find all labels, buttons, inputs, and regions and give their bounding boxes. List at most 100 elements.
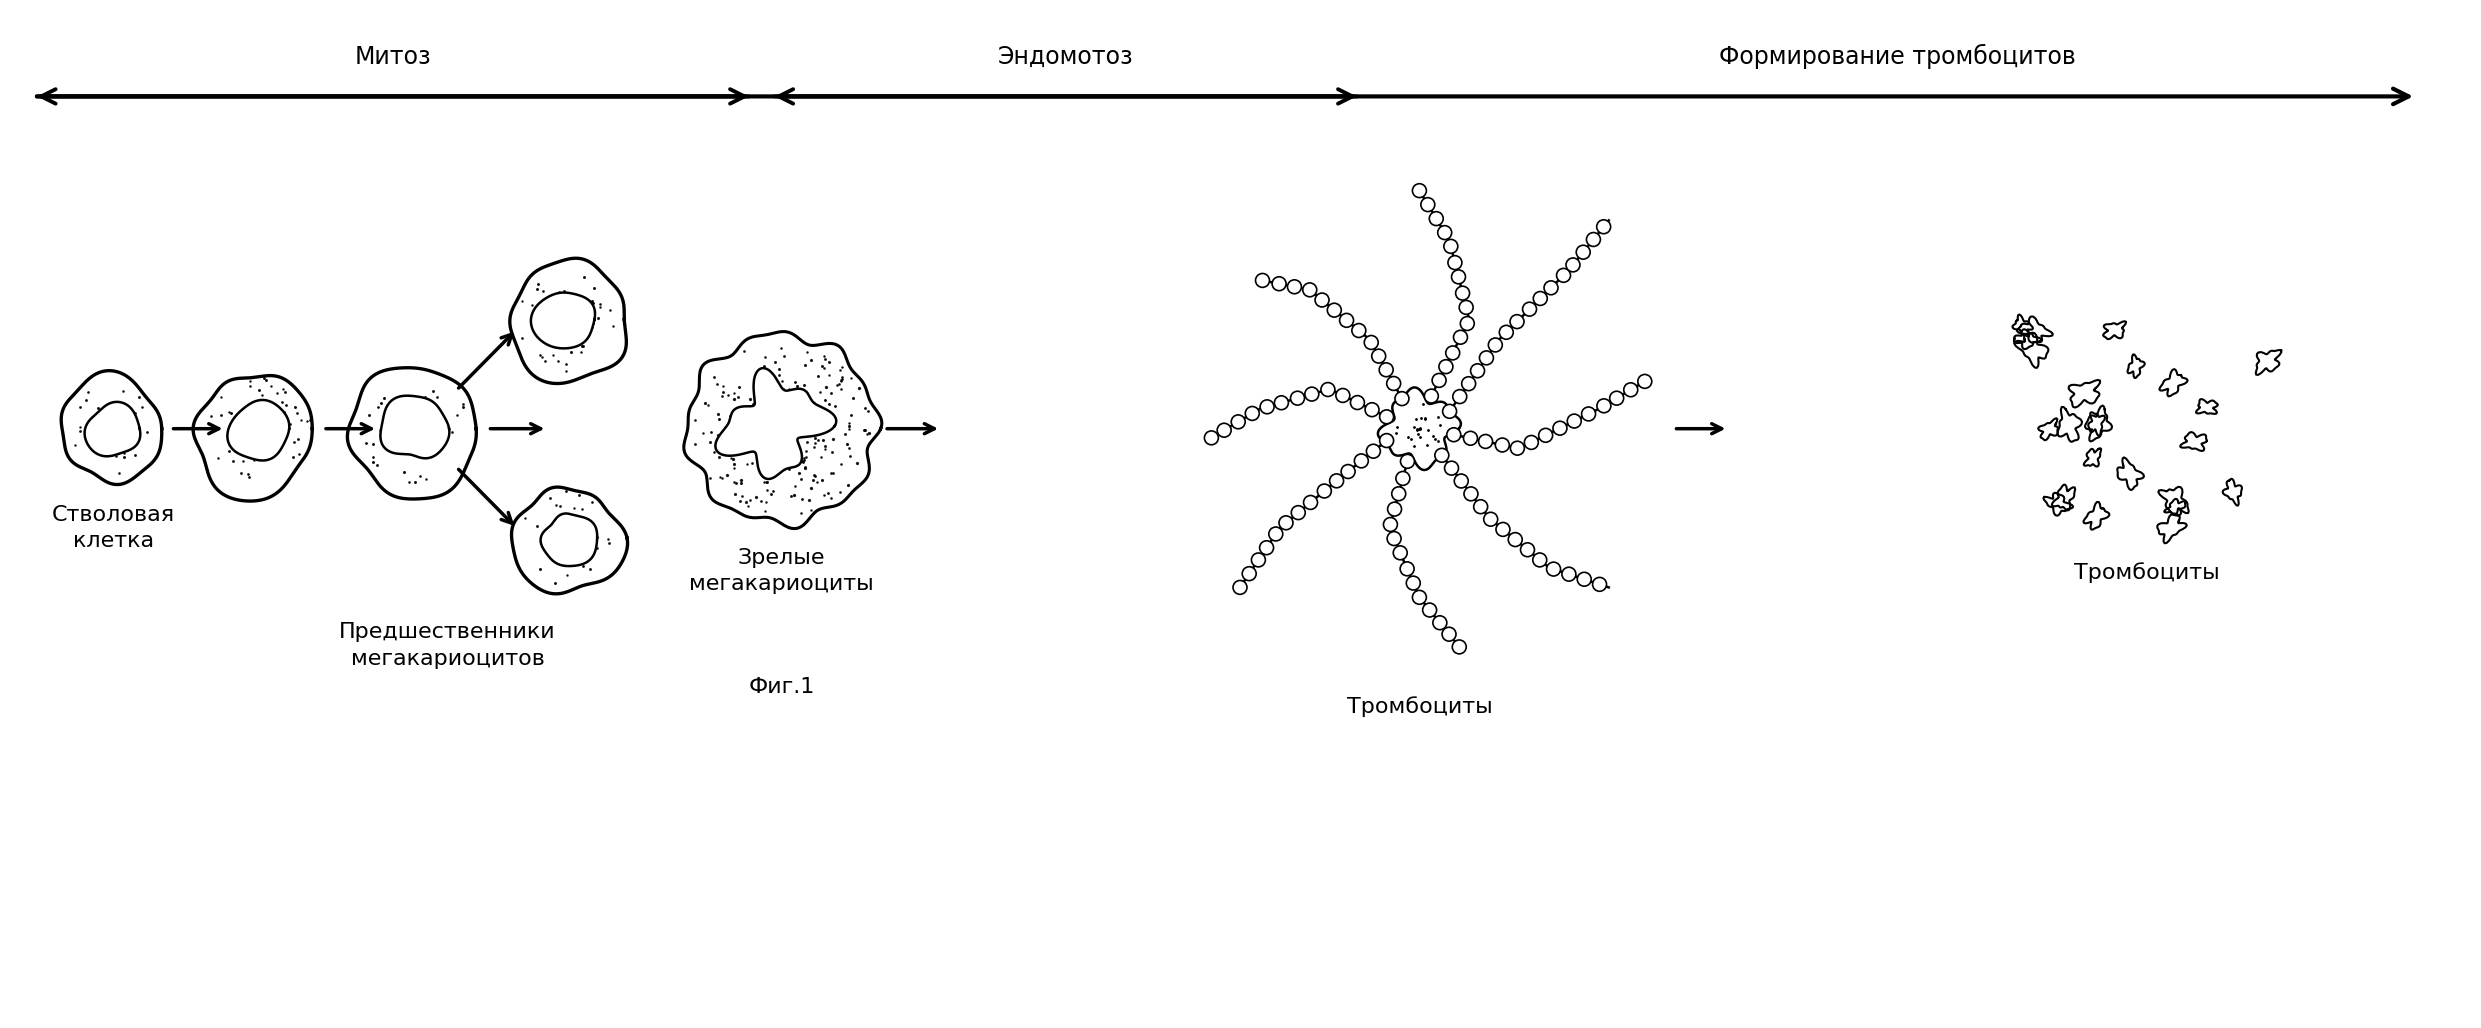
Polygon shape [228, 400, 290, 461]
Circle shape [1352, 324, 1367, 337]
Circle shape [1317, 484, 1332, 498]
Circle shape [1454, 330, 1466, 344]
Polygon shape [347, 368, 476, 499]
Circle shape [1399, 454, 1414, 469]
Circle shape [1489, 338, 1503, 352]
Text: Стволовая
клетка: Стволовая клетка [52, 505, 176, 551]
Circle shape [1250, 553, 1265, 566]
Circle shape [1231, 415, 1245, 429]
Circle shape [1303, 283, 1317, 297]
Circle shape [1379, 363, 1394, 376]
Circle shape [1422, 603, 1436, 617]
Polygon shape [715, 368, 836, 479]
Circle shape [1365, 403, 1379, 416]
Circle shape [1546, 562, 1561, 576]
Circle shape [1436, 226, 1451, 240]
Circle shape [1464, 432, 1479, 445]
Polygon shape [2104, 321, 2126, 339]
Circle shape [1444, 240, 1459, 253]
Text: Эндомотоз: Эндомотоз [997, 44, 1134, 69]
Polygon shape [2052, 484, 2074, 510]
Polygon shape [2039, 418, 2057, 440]
Circle shape [1451, 270, 1466, 284]
Circle shape [1397, 472, 1409, 485]
Circle shape [1533, 553, 1546, 566]
Circle shape [1342, 465, 1355, 478]
Circle shape [1441, 404, 1456, 418]
Circle shape [1305, 388, 1320, 401]
Polygon shape [2196, 399, 2218, 414]
Text: Зрелые
мегакариоциты: Зрелые мегакариоциты [690, 548, 873, 594]
Circle shape [1454, 390, 1466, 404]
Circle shape [1384, 517, 1397, 531]
Circle shape [1315, 293, 1330, 307]
Circle shape [1350, 396, 1365, 409]
Circle shape [1327, 303, 1342, 317]
Circle shape [1508, 533, 1523, 547]
Polygon shape [2223, 479, 2243, 506]
Circle shape [1290, 392, 1305, 405]
Circle shape [1568, 414, 1580, 428]
Circle shape [1441, 627, 1456, 641]
Circle shape [1218, 424, 1231, 437]
Polygon shape [2015, 329, 2042, 350]
Circle shape [1434, 616, 1446, 630]
Polygon shape [511, 487, 628, 594]
Circle shape [1412, 184, 1427, 197]
Polygon shape [2158, 369, 2188, 397]
Circle shape [1203, 431, 1218, 445]
Circle shape [1422, 197, 1434, 212]
Circle shape [1260, 400, 1275, 413]
Circle shape [1484, 512, 1499, 526]
Polygon shape [84, 402, 141, 456]
Polygon shape [1377, 388, 1461, 470]
Circle shape [1454, 474, 1469, 488]
Circle shape [1623, 382, 1637, 397]
Circle shape [1260, 541, 1273, 555]
Circle shape [1340, 314, 1355, 327]
Polygon shape [2116, 457, 2144, 490]
Text: Тромбоциты: Тромбоциты [2074, 562, 2220, 584]
Circle shape [1268, 527, 1283, 541]
Circle shape [1379, 434, 1394, 447]
Circle shape [1533, 292, 1548, 305]
Polygon shape [380, 396, 449, 458]
Polygon shape [2084, 502, 2109, 529]
Polygon shape [194, 375, 313, 501]
Circle shape [1412, 590, 1427, 604]
Circle shape [1394, 392, 1409, 406]
Circle shape [1255, 273, 1270, 288]
Text: Предшественники
мегакариоцитов: Предшественники мегакариоцитов [340, 622, 556, 668]
Polygon shape [2084, 448, 2101, 467]
Text: Митоз: Митоз [355, 44, 432, 69]
Circle shape [1580, 407, 1595, 420]
Circle shape [1543, 281, 1558, 295]
Polygon shape [2057, 407, 2082, 442]
Circle shape [1461, 317, 1474, 330]
Circle shape [1471, 364, 1484, 377]
Circle shape [1444, 462, 1459, 475]
Circle shape [1511, 315, 1523, 329]
Circle shape [1387, 531, 1402, 546]
Polygon shape [62, 371, 161, 484]
Circle shape [1273, 277, 1285, 291]
Polygon shape [2089, 412, 2104, 436]
Circle shape [1479, 435, 1494, 448]
Circle shape [1598, 399, 1610, 413]
Polygon shape [531, 293, 595, 348]
Circle shape [1499, 326, 1513, 339]
Circle shape [1523, 302, 1536, 316]
Circle shape [1553, 421, 1568, 435]
Circle shape [1593, 578, 1608, 591]
Circle shape [1330, 474, 1345, 487]
Circle shape [1556, 268, 1570, 283]
Polygon shape [509, 258, 625, 383]
Circle shape [1432, 373, 1446, 388]
Circle shape [1575, 246, 1590, 259]
Circle shape [1449, 256, 1461, 269]
Circle shape [1461, 376, 1476, 391]
Circle shape [1446, 428, 1461, 442]
Circle shape [1578, 573, 1590, 586]
Circle shape [1394, 546, 1407, 560]
Circle shape [1496, 438, 1508, 452]
